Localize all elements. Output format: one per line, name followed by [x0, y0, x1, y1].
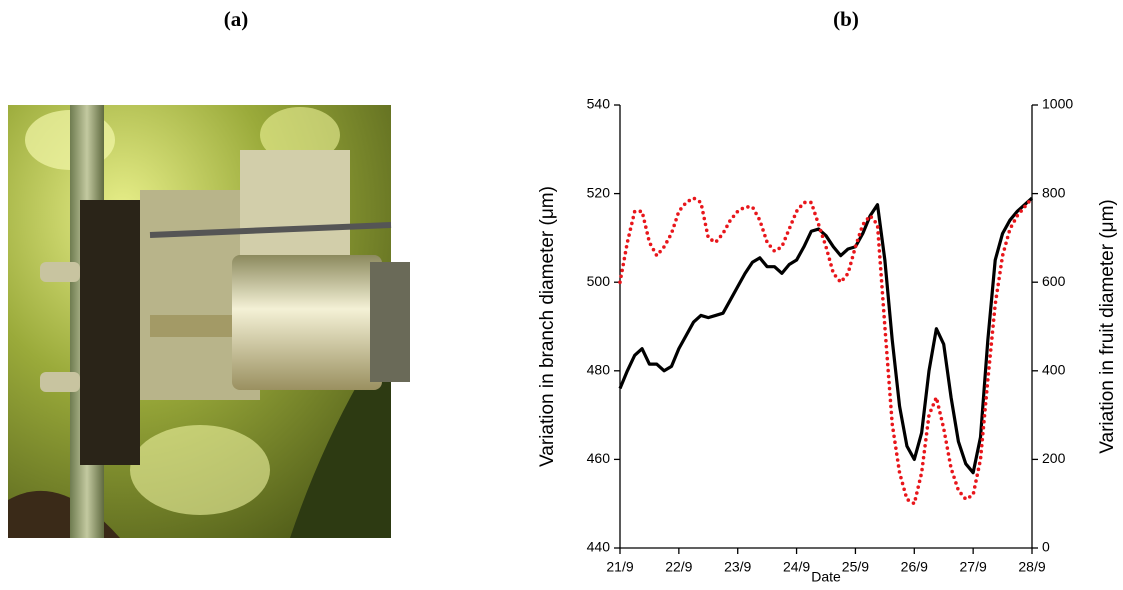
- y-tick-label: 460: [587, 450, 611, 466]
- y-tick-label: 500: [587, 273, 611, 289]
- series-line: [618, 196, 1034, 506]
- y2-tick-label: 400: [1042, 362, 1066, 378]
- x-tick-label: 26/9: [901, 559, 928, 575]
- y2-tick-label: 600: [1042, 273, 1066, 289]
- x-tick-label: 28/9: [1018, 559, 1045, 575]
- x-tick-label: 23/9: [724, 559, 751, 575]
- y-tick-label: 540: [587, 96, 611, 112]
- y-tick-label: 440: [587, 539, 611, 555]
- y-tick-label: 480: [587, 362, 611, 378]
- y2-tick-label: 1000: [1042, 96, 1073, 112]
- x-tick-label: 25/9: [842, 559, 869, 575]
- y2-tick-label: 200: [1042, 450, 1066, 466]
- x-tick-label: 21/9: [606, 559, 633, 575]
- y-axis-label: Variation in branch diameter (μm): [537, 186, 558, 467]
- x-tick-label: 27/9: [960, 559, 987, 575]
- photo: [8, 105, 410, 538]
- x-tick-label: 22/9: [665, 559, 692, 575]
- y-tick-label: 520: [587, 184, 611, 200]
- y2-tick-label: 800: [1042, 184, 1066, 200]
- panel-label: (a): [224, 7, 249, 31]
- y2-axis-label: Variation in fruit diameter (μm): [1097, 199, 1118, 454]
- y2-tick-label: 0: [1042, 539, 1050, 555]
- x-tick-label: 24/9: [783, 559, 810, 575]
- series-line: [618, 196, 1034, 475]
- x-axis-label: Date: [811, 569, 841, 585]
- panel-label: (b): [833, 7, 859, 31]
